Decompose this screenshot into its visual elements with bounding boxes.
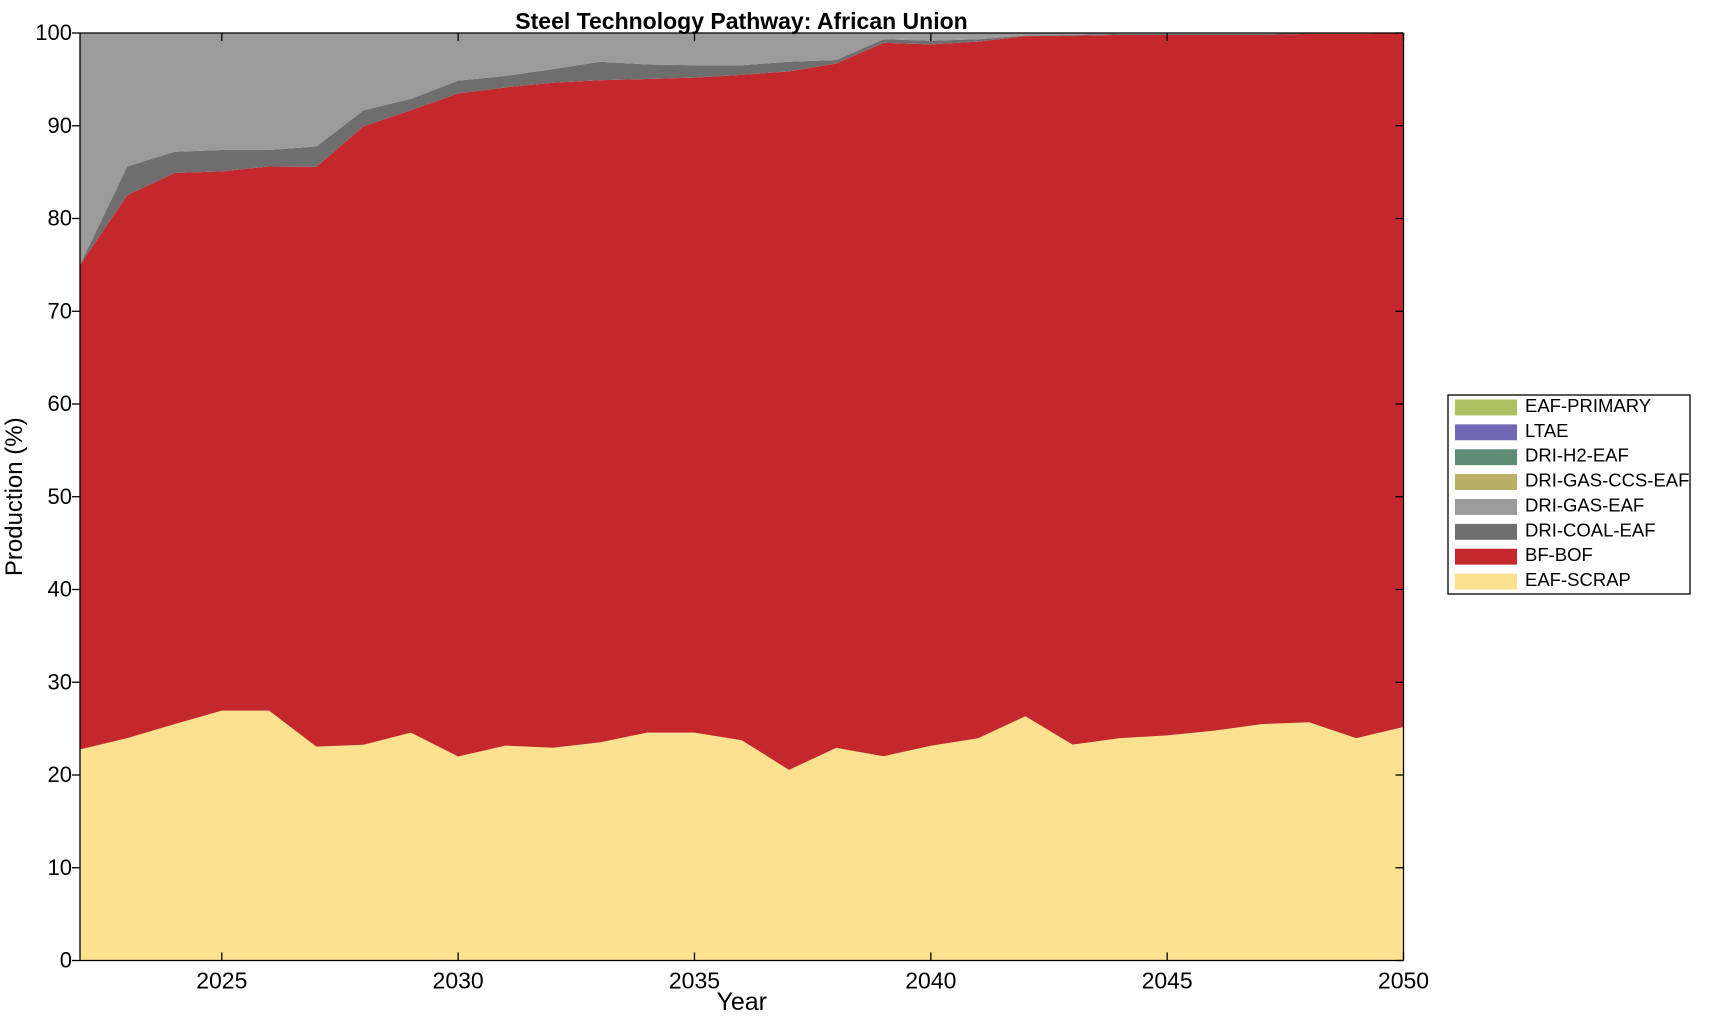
svg-text:80: 80 xyxy=(48,206,72,231)
svg-text:2030: 2030 xyxy=(433,968,484,994)
svg-text:100: 100 xyxy=(35,20,72,45)
svg-text:40: 40 xyxy=(48,577,72,602)
svg-text:10: 10 xyxy=(48,855,72,880)
svg-text:DRI-GAS-CCS-EAF: DRI-GAS-CCS-EAF xyxy=(1525,470,1689,491)
svg-text:20: 20 xyxy=(48,762,72,787)
svg-text:50: 50 xyxy=(48,484,72,509)
svg-text:90: 90 xyxy=(48,113,72,138)
svg-text:BF-BOF: BF-BOF xyxy=(1525,544,1593,565)
svg-text:0: 0 xyxy=(60,948,72,973)
svg-text:Year: Year xyxy=(716,988,767,1016)
svg-text:EAF-PRIMARY: EAF-PRIMARY xyxy=(1525,395,1651,416)
svg-text:DRI-COAL-EAF: DRI-COAL-EAF xyxy=(1525,519,1656,540)
svg-text:2025: 2025 xyxy=(196,968,247,994)
svg-text:2045: 2045 xyxy=(1142,968,1193,994)
svg-text:EAF-SCRAP: EAF-SCRAP xyxy=(1525,569,1631,590)
svg-text:60: 60 xyxy=(48,391,72,416)
svg-text:2035: 2035 xyxy=(669,968,720,994)
svg-text:LTAE: LTAE xyxy=(1525,420,1569,441)
svg-text:30: 30 xyxy=(48,669,72,694)
svg-text:Production (%): Production (%) xyxy=(1,417,28,576)
svg-text:DRI-H2-EAF: DRI-H2-EAF xyxy=(1525,445,1629,466)
svg-text:70: 70 xyxy=(48,298,72,323)
svg-text:DRI-GAS-EAF: DRI-GAS-EAF xyxy=(1525,494,1644,515)
svg-text:2040: 2040 xyxy=(905,968,956,994)
svg-text:2050: 2050 xyxy=(1378,968,1429,994)
